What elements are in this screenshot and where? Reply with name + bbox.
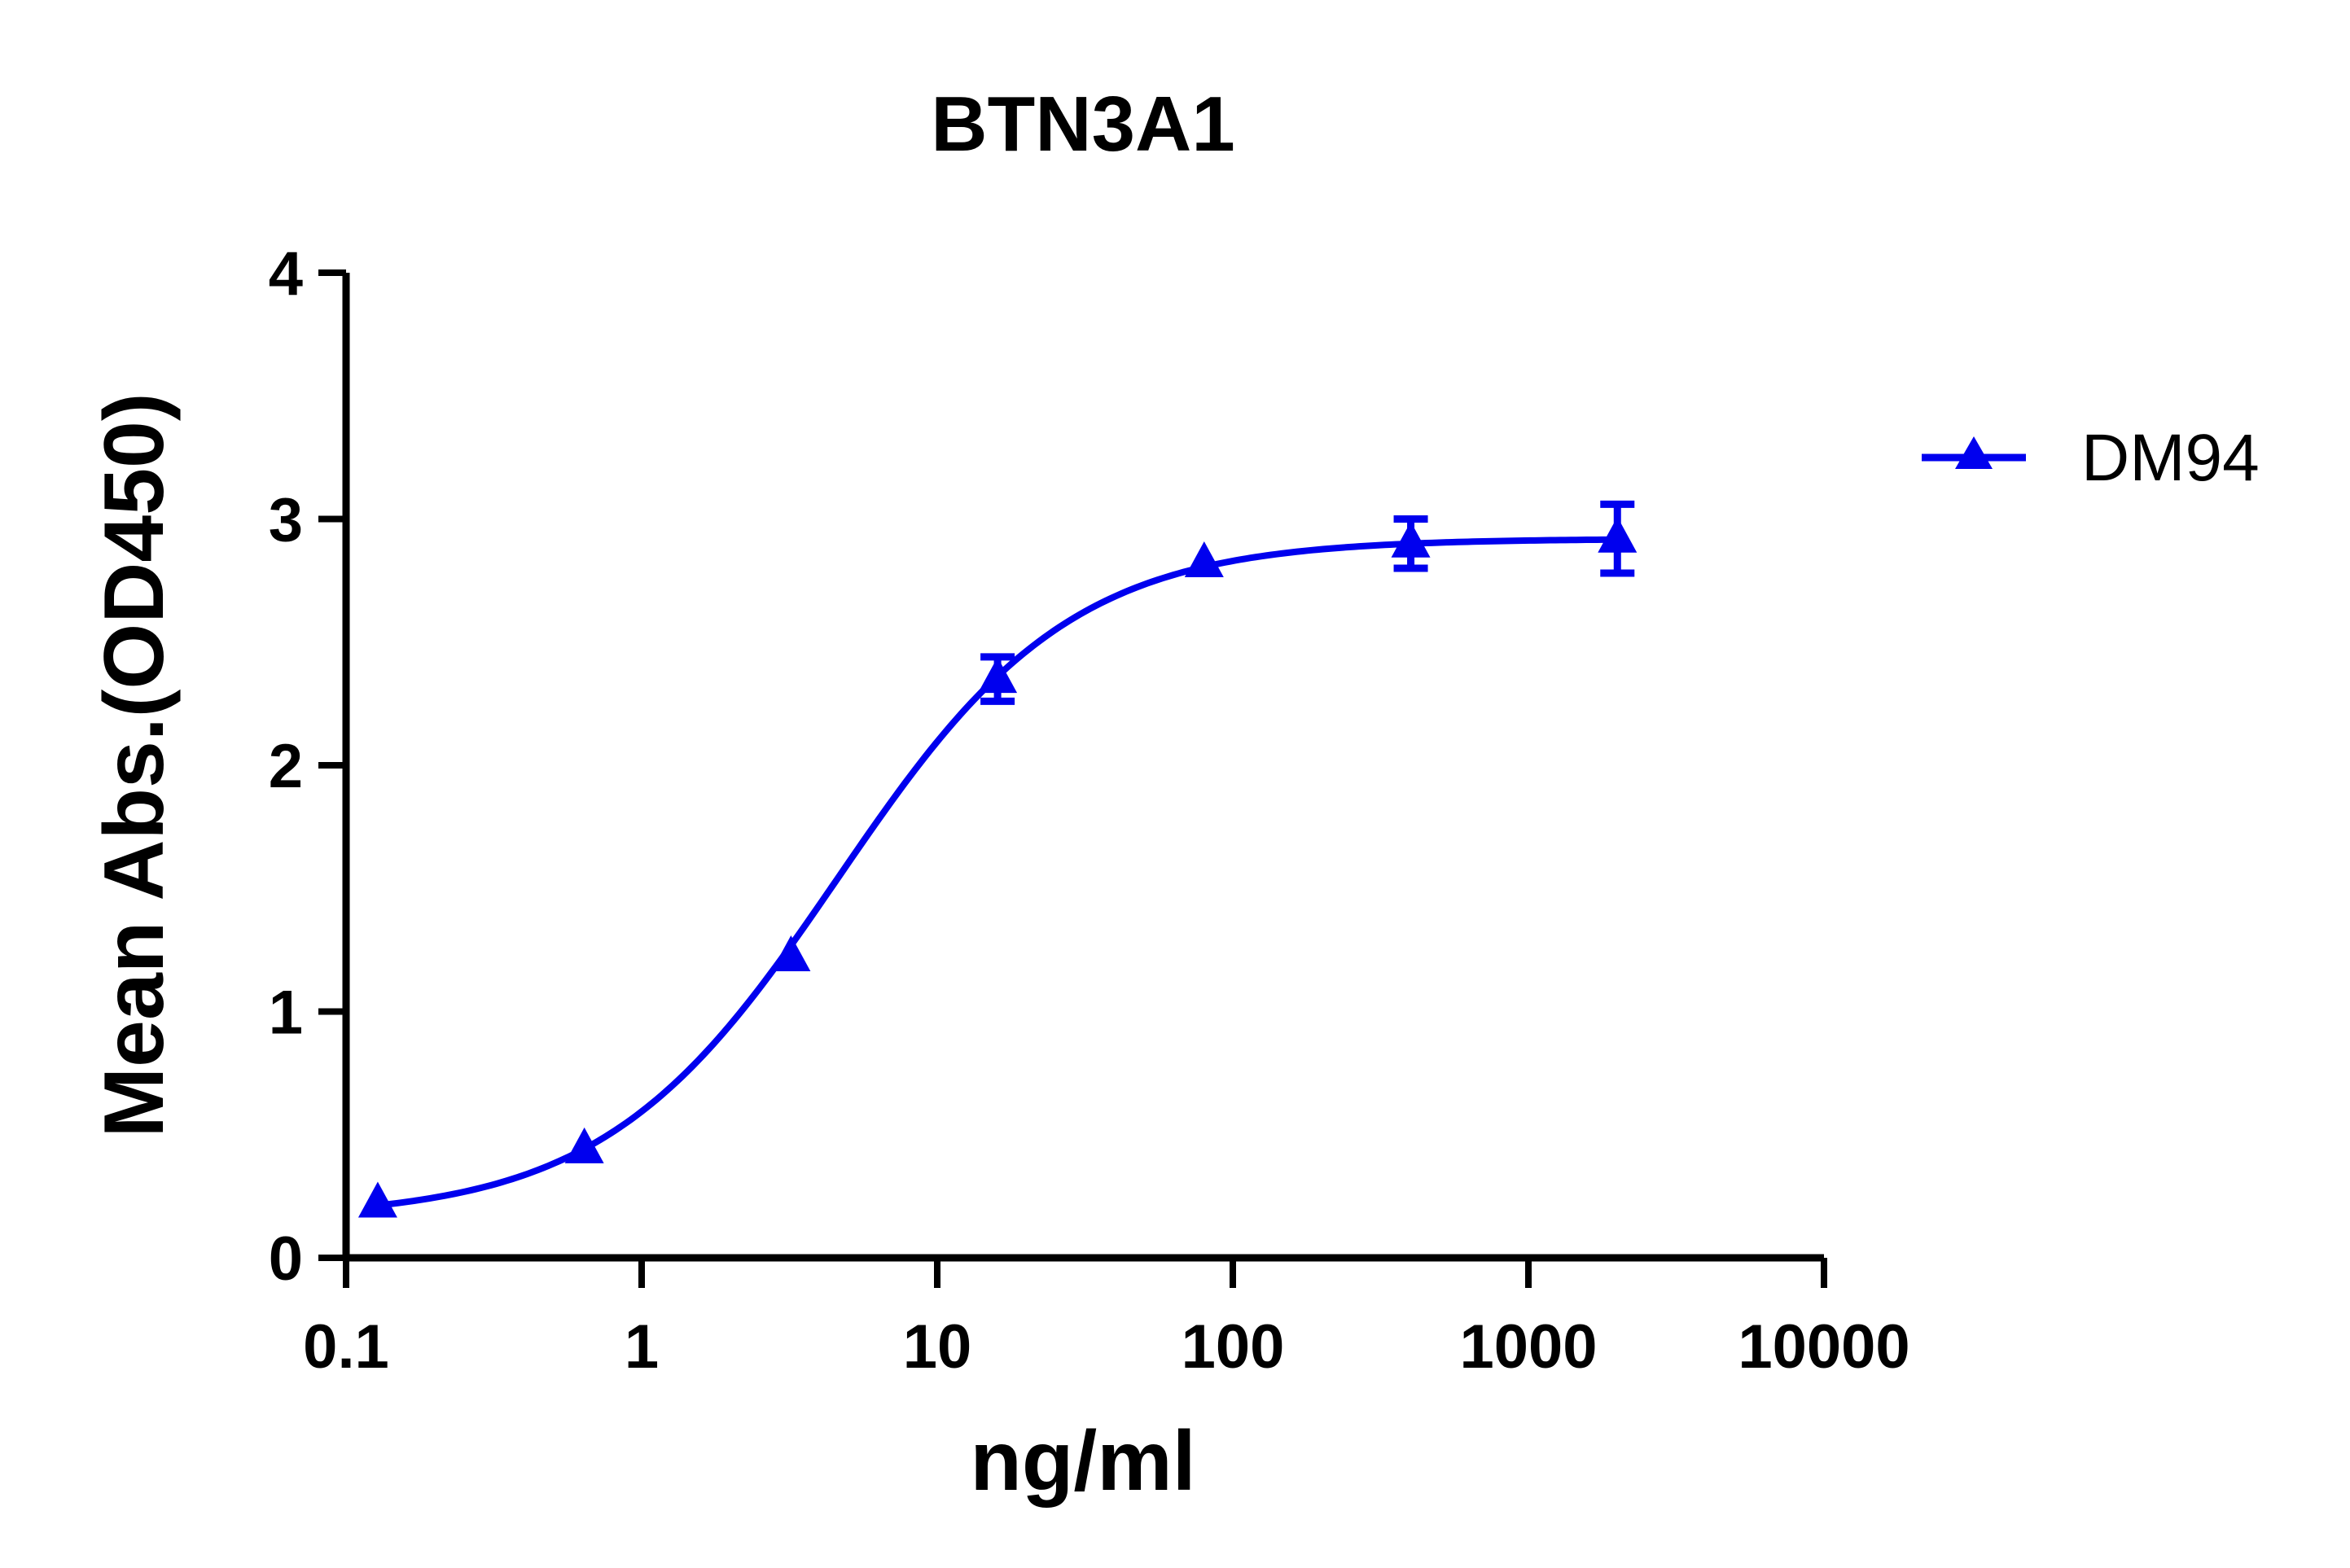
y-axis-title: Mean Abs.(OD450)	[87, 392, 182, 1137]
legend-marker	[1955, 436, 1993, 469]
series-layer	[357, 500, 1638, 1218]
x-tick-label: 0.1	[303, 1312, 389, 1382]
y-tick-label: 3	[269, 486, 303, 555]
x-tick-label: 100	[1182, 1312, 1285, 1382]
x-tick-label: 1000	[1459, 1312, 1597, 1382]
data-point	[357, 1181, 397, 1218]
x-tick-label: 10000	[1738, 1312, 1909, 1382]
data-point	[978, 657, 1018, 694]
x-ticks: 0.1 1 10 100 1000 10000	[303, 1258, 1910, 1382]
x-tick-label: 10	[903, 1312, 972, 1382]
data-point	[1184, 541, 1224, 577]
x-axis-title: ng/ml	[970, 1414, 1195, 1509]
data-point	[771, 935, 811, 971]
y-tick-label: 2	[269, 732, 303, 801]
y-ticks: 0 1 2 3 4	[269, 239, 346, 1294]
data-point	[1391, 521, 1431, 558]
x-tick-label: 1	[625, 1312, 659, 1382]
legend: DM94	[1922, 421, 2260, 495]
y-tick-label: 1	[269, 979, 303, 1048]
data-point	[564, 1127, 604, 1163]
chart-title: BTN3A1	[931, 81, 1234, 168]
y-tick-label: 4	[269, 239, 303, 309]
fit-curve	[377, 536, 1618, 1209]
y-tick-label: 0	[269, 1224, 303, 1294]
data-point	[1598, 516, 1638, 553]
legend-label: DM94	[2081, 421, 2260, 495]
